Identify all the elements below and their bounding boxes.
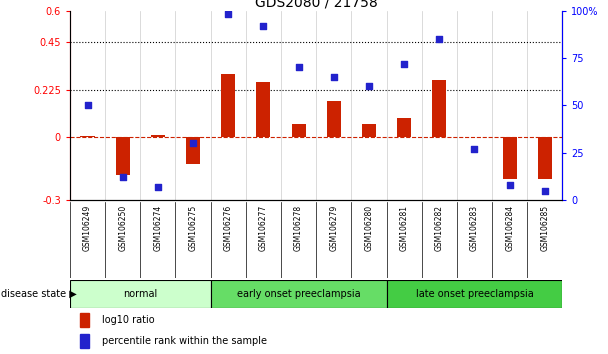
Point [188, 140, 198, 146]
Point [364, 84, 374, 89]
Bar [291, 124, 306, 137]
Bar [362, 124, 376, 137]
Point [434, 36, 444, 42]
Point [399, 61, 409, 67]
Text: GSM106249: GSM106249 [83, 205, 92, 251]
Bar [80, 334, 89, 348]
Text: GSM106276: GSM106276 [224, 205, 233, 251]
Bar [116, 137, 130, 175]
Point [83, 103, 92, 108]
Bar [80, 313, 89, 327]
Text: late onset preeclampsia: late onset preeclampsia [416, 289, 533, 299]
Text: GSM106275: GSM106275 [188, 205, 198, 251]
Text: GSM106278: GSM106278 [294, 205, 303, 251]
Bar [70, 280, 210, 308]
Bar [503, 137, 517, 179]
Point [223, 12, 233, 17]
Bar [221, 74, 235, 137]
Point [258, 23, 268, 29]
Point [469, 146, 479, 152]
Bar [397, 118, 411, 137]
Point [153, 184, 163, 190]
Text: GSM106284: GSM106284 [505, 205, 514, 251]
Text: percentile rank within the sample: percentile rank within the sample [102, 336, 267, 346]
Bar [257, 82, 271, 137]
Text: early onset preeclampsia: early onset preeclampsia [237, 289, 361, 299]
Text: GSM106285: GSM106285 [541, 205, 549, 251]
Text: GSM106280: GSM106280 [364, 205, 373, 251]
Text: GSM106274: GSM106274 [153, 205, 162, 251]
Bar [80, 136, 94, 137]
Bar [326, 101, 340, 137]
Text: GSM106282: GSM106282 [435, 205, 444, 251]
Text: GSM106281: GSM106281 [399, 205, 409, 251]
Point [540, 188, 550, 193]
Bar [387, 280, 562, 308]
Bar [186, 137, 200, 164]
Bar [537, 137, 552, 179]
Bar [432, 80, 446, 137]
Bar [151, 135, 165, 137]
Text: GSM106277: GSM106277 [259, 205, 268, 251]
Title: GDS2080 / 21758: GDS2080 / 21758 [255, 0, 378, 10]
Point [505, 182, 514, 188]
Bar [210, 280, 387, 308]
Text: GSM106250: GSM106250 [118, 205, 127, 251]
Text: GSM106279: GSM106279 [330, 205, 338, 251]
Point [118, 175, 128, 180]
Point [294, 64, 303, 70]
Point [329, 74, 339, 80]
Text: normal: normal [123, 289, 157, 299]
Text: GSM106283: GSM106283 [470, 205, 479, 251]
Text: log10 ratio: log10 ratio [102, 315, 154, 325]
Text: disease state ▶: disease state ▶ [1, 289, 77, 299]
